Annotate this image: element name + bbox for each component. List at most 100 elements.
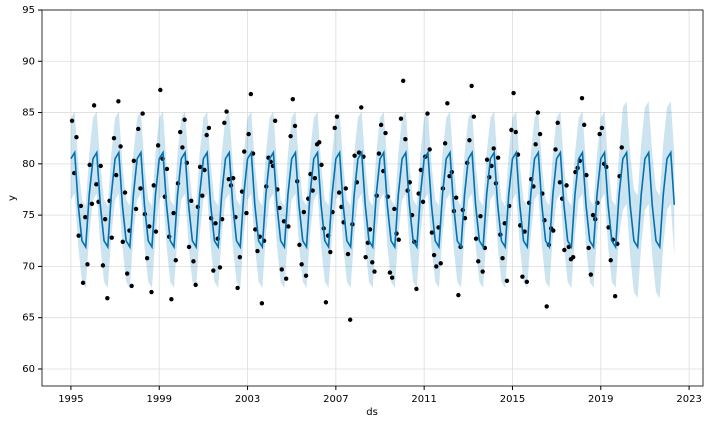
data-point [147, 224, 152, 229]
data-point [244, 210, 249, 216]
data-point [151, 183, 156, 188]
data-point [125, 271, 130, 276]
data-point [69, 118, 75, 123]
data-point [476, 259, 481, 264]
data-point [219, 217, 225, 222]
data-point [370, 260, 375, 265]
data-point [447, 173, 452, 179]
data-point [288, 133, 293, 139]
forecast-line [70, 149, 676, 250]
y-tick-label: 60 [22, 364, 35, 375]
data-point [478, 213, 483, 219]
data-point [597, 131, 602, 137]
data-point [85, 262, 90, 267]
data-point [502, 221, 507, 226]
data-point [120, 239, 126, 244]
data-point [297, 242, 302, 248]
data-point [213, 221, 218, 226]
data-point [237, 254, 243, 260]
data-point [434, 264, 439, 269]
data-point [248, 91, 254, 97]
data-point [535, 110, 541, 115]
data-point [129, 283, 134, 289]
data-point [144, 256, 150, 261]
x-tick-label: 2023 [676, 394, 701, 405]
data-point [544, 304, 549, 309]
data-point [367, 227, 373, 232]
data-point [438, 261, 443, 266]
data-point [155, 143, 161, 148]
data-point [588, 272, 594, 277]
data-point [383, 130, 388, 136]
data-point [310, 188, 315, 193]
data-point [586, 245, 591, 251]
data-point [442, 141, 448, 146]
x-tick-label: 2015 [500, 394, 525, 405]
data-point [551, 228, 556, 233]
data-point [303, 273, 309, 278]
y-tick-label: 70 [22, 261, 35, 272]
data-point [582, 122, 587, 128]
data-point [495, 155, 501, 160]
data-point [131, 158, 137, 163]
data-point [467, 138, 472, 143]
data-point [537, 131, 543, 137]
x-tick-label: 2011 [411, 394, 436, 405]
data-point [301, 209, 307, 215]
data-point [376, 151, 382, 156]
data-point [182, 117, 187, 122]
data-point [378, 122, 384, 128]
data-point [348, 317, 353, 322]
data-point [425, 111, 430, 116]
data-point [484, 157, 490, 162]
data-point [116, 99, 121, 104]
data-point [456, 292, 461, 298]
data-point [570, 254, 576, 260]
data-point [113, 172, 119, 178]
data-point [197, 164, 203, 170]
data-point [387, 270, 393, 275]
data-point [136, 126, 141, 132]
data-point [491, 146, 496, 151]
data-point [217, 265, 223, 270]
data-point [352, 153, 357, 158]
data-point [480, 269, 485, 274]
data-point [279, 267, 284, 272]
data-point [418, 167, 424, 173]
data-point [473, 236, 479, 241]
data-point [513, 129, 518, 135]
data-point [178, 129, 183, 135]
data-point [171, 210, 176, 216]
x-axis-label: ds [366, 407, 378, 418]
data-point [345, 251, 351, 257]
data-point [317, 140, 322, 145]
data-point [562, 247, 567, 253]
data-point [272, 118, 278, 123]
band-layer [70, 101, 675, 299]
data-point [239, 189, 245, 194]
data-point [102, 217, 108, 222]
data-point [230, 176, 236, 181]
grid [42, 9, 703, 386]
data-point [336, 190, 342, 195]
data-point [323, 300, 329, 305]
data-point [522, 229, 527, 234]
data-point [400, 78, 406, 83]
y-tick-label: 90 [22, 56, 35, 67]
data-point [471, 114, 477, 119]
data-point [509, 127, 514, 133]
data-point [469, 83, 474, 89]
data-point [169, 297, 174, 302]
data-point [557, 180, 563, 185]
data-point [590, 212, 596, 218]
y-axis-label: y [7, 195, 18, 201]
data-point [292, 123, 298, 129]
data-point [504, 278, 510, 283]
data-point [612, 293, 618, 299]
data-point [277, 205, 282, 211]
data-point [281, 219, 287, 224]
data-point [164, 166, 170, 172]
data-point [431, 252, 437, 258]
data-point [584, 172, 589, 178]
